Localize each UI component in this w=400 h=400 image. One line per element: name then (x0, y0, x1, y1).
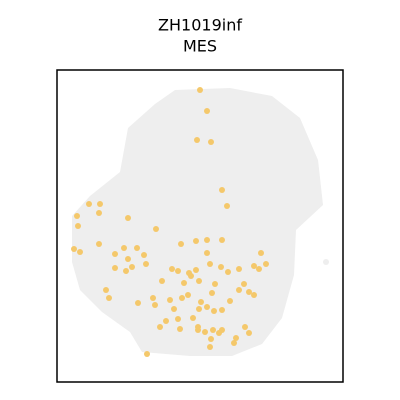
spot (96, 210, 102, 216)
spot (225, 269, 231, 275)
spot (190, 315, 196, 321)
spot (71, 246, 77, 252)
chart-subtitle: MES (183, 37, 217, 56)
spot (153, 226, 159, 232)
spot (171, 306, 177, 312)
spot (227, 298, 233, 304)
spot (195, 324, 201, 330)
spot (194, 137, 200, 143)
spot (246, 289, 252, 295)
spot (251, 292, 257, 298)
spot (103, 287, 109, 293)
spot (207, 344, 213, 350)
spot (134, 245, 140, 251)
spot (196, 306, 202, 312)
spot (241, 281, 247, 287)
spot (188, 273, 194, 279)
spot (233, 335, 239, 341)
spot (106, 295, 112, 301)
spot (211, 308, 217, 314)
spot (112, 251, 118, 257)
spot (204, 250, 210, 256)
spot (157, 324, 163, 330)
spot (143, 261, 149, 267)
spot (96, 241, 102, 247)
spot (263, 261, 269, 267)
spot (207, 261, 213, 267)
spot (175, 268, 181, 274)
spot (219, 307, 225, 313)
spot (141, 252, 147, 258)
spot (121, 245, 127, 251)
spot (169, 266, 175, 272)
spot (193, 267, 199, 273)
spot (208, 139, 214, 145)
spot (258, 250, 264, 256)
spot (236, 287, 242, 293)
spot (125, 215, 131, 221)
spot (135, 300, 141, 306)
spot (256, 266, 262, 272)
spot (204, 237, 210, 243)
spot (210, 327, 216, 333)
spot (178, 241, 184, 247)
spot (112, 265, 118, 271)
spot (209, 290, 215, 296)
spot (75, 223, 81, 229)
spot (236, 266, 242, 272)
plot-frame (56, 69, 344, 383)
chart-title: ZH1019inf (158, 16, 242, 35)
spot (97, 201, 103, 207)
spot (167, 297, 173, 303)
tissue (72, 88, 329, 356)
spot (246, 330, 252, 336)
spot (212, 281, 218, 287)
spot (251, 263, 257, 269)
spot (185, 292, 191, 298)
spot (208, 336, 214, 342)
spot (129, 264, 135, 270)
spot (219, 327, 225, 333)
spot (86, 201, 92, 207)
spot (193, 238, 199, 244)
spot (204, 304, 210, 310)
spot (123, 268, 129, 274)
spot (202, 329, 208, 335)
spot (179, 295, 185, 301)
spot (181, 280, 187, 286)
spot (224, 203, 230, 209)
spot (163, 318, 169, 324)
tissue-spot (323, 259, 329, 265)
spot (74, 213, 80, 219)
spot (198, 299, 204, 305)
spot (242, 324, 248, 330)
spot (152, 302, 158, 308)
tissue-area (72, 88, 323, 356)
spot (219, 187, 225, 193)
spot (219, 237, 225, 243)
spot (197, 87, 203, 93)
spot (177, 326, 183, 332)
spot (150, 295, 156, 301)
spot (204, 108, 210, 114)
spot (144, 351, 150, 357)
spot (125, 256, 131, 262)
spot (159, 278, 165, 284)
spot (175, 316, 181, 322)
spot (231, 340, 237, 346)
spot (77, 249, 83, 255)
spot (218, 264, 224, 270)
spot (196, 278, 202, 284)
